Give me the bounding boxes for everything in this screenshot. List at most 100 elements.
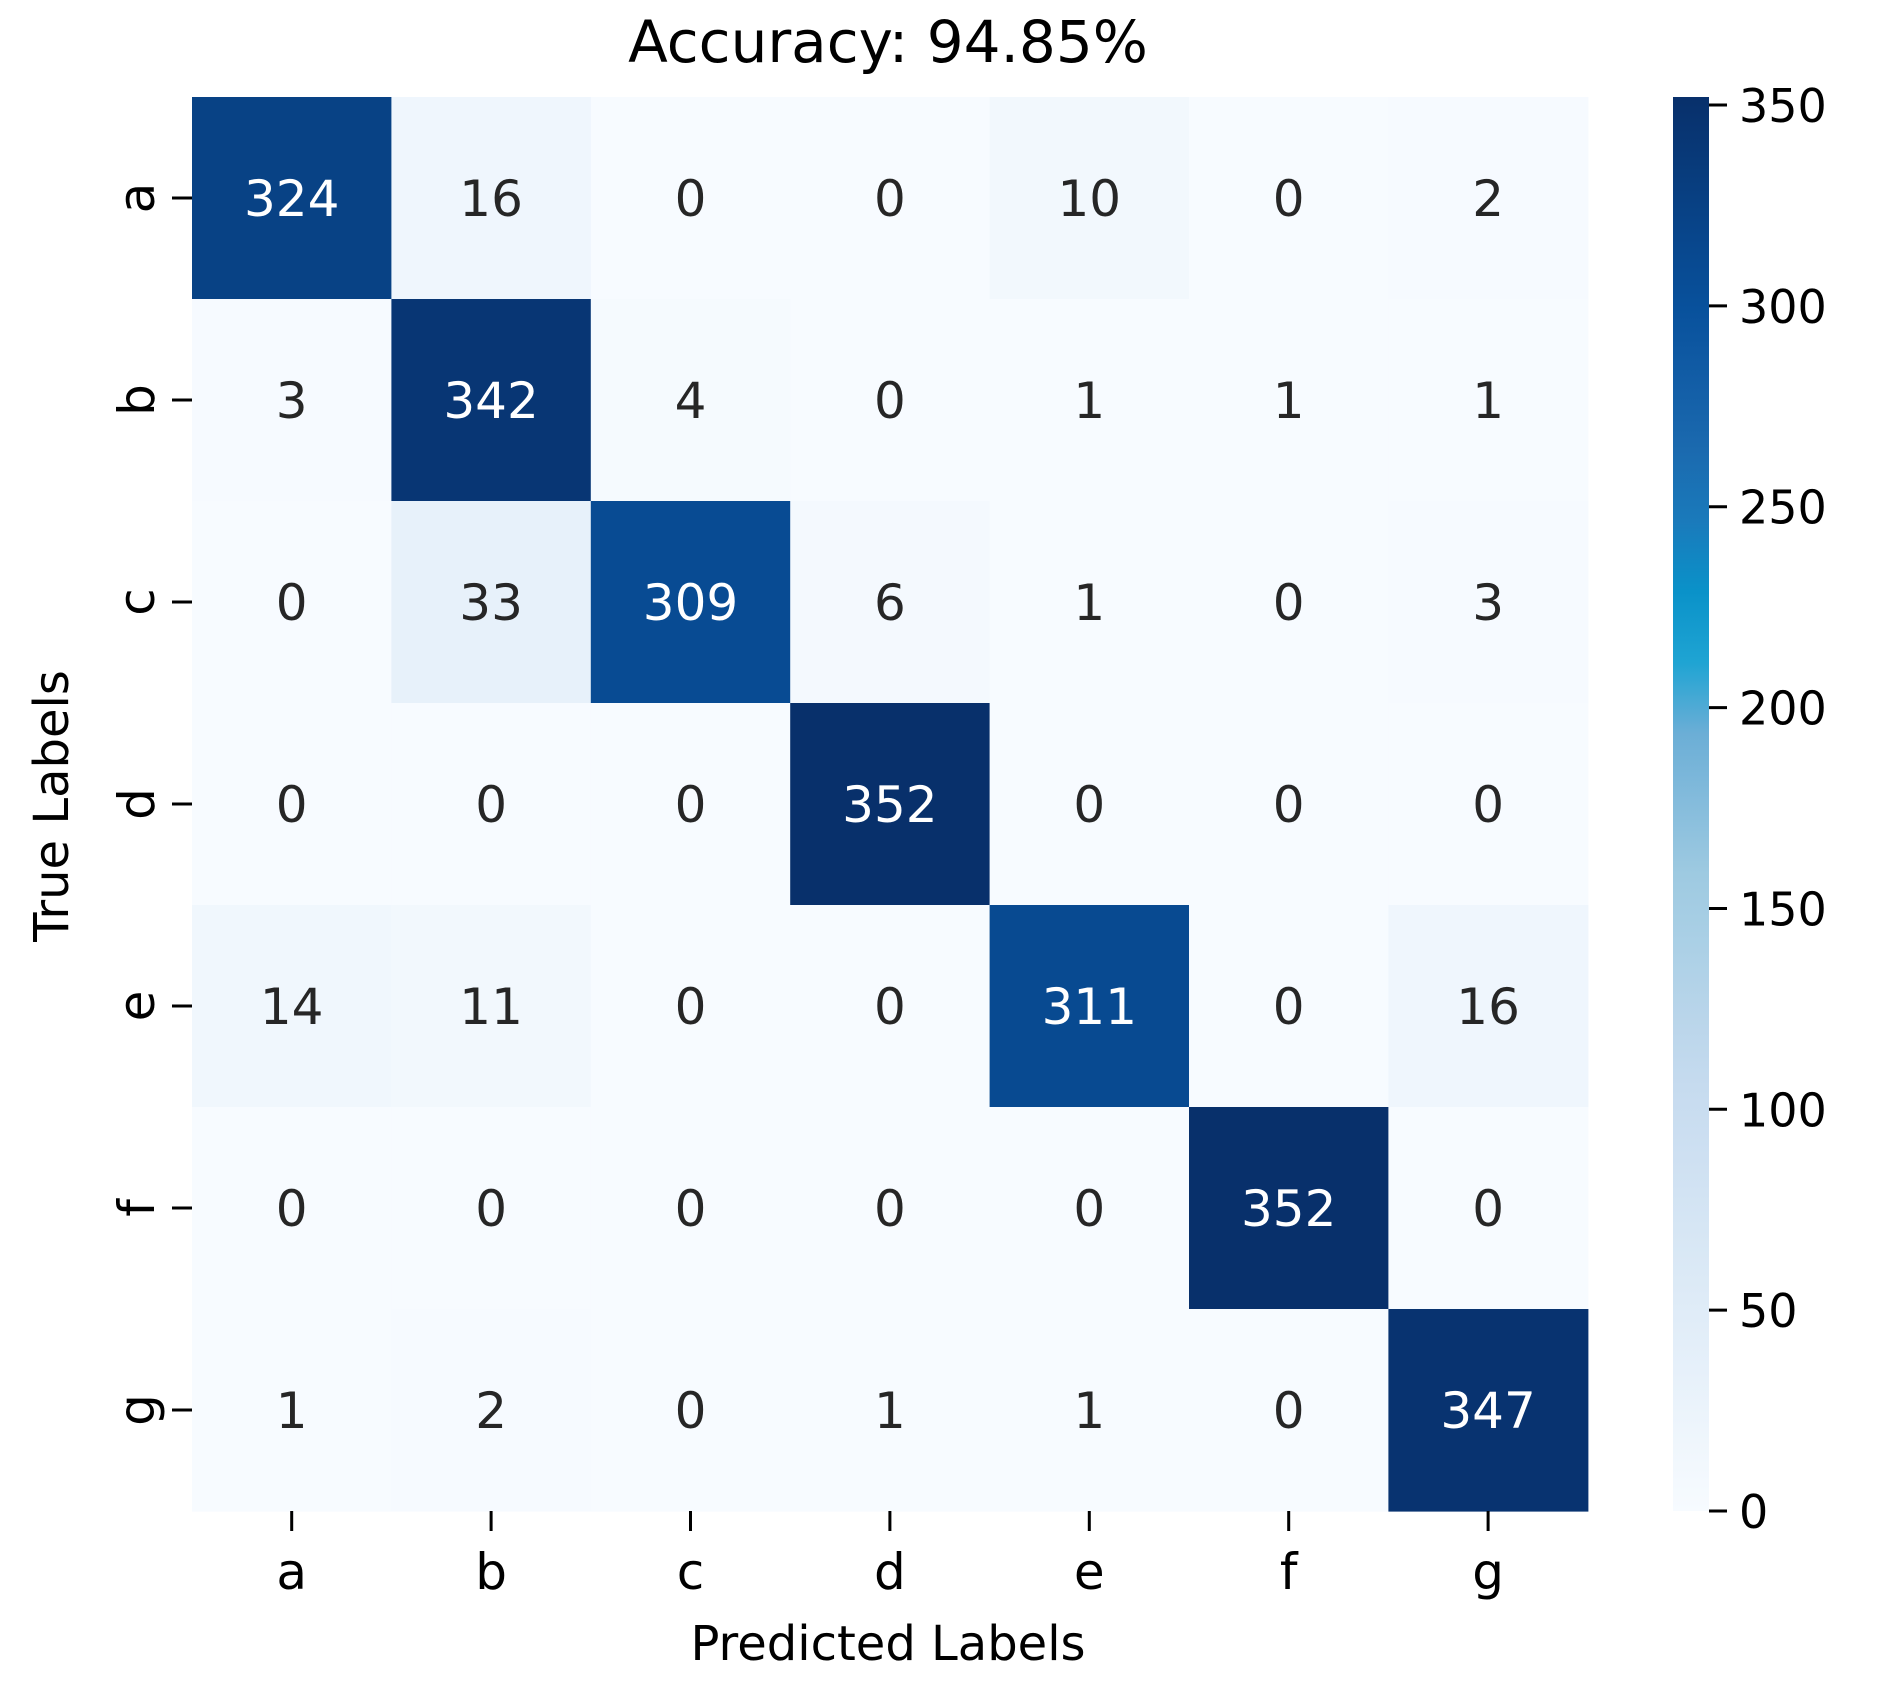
heatmap-cell bbox=[790, 97, 991, 300]
heatmap-cell bbox=[590, 501, 791, 704]
heatmap-cell bbox=[391, 299, 592, 502]
cell-value-label: 0 bbox=[1073, 1180, 1105, 1238]
cell-value-label: 311 bbox=[1042, 978, 1137, 1036]
heatmap-cell bbox=[790, 1107, 991, 1310]
cell-value-label: 0 bbox=[1273, 776, 1305, 834]
cell-value-label: 3 bbox=[276, 372, 308, 430]
y-axis-ticks: a b c d e f g bbox=[108, 183, 192, 1426]
heatmap-cell bbox=[989, 703, 1190, 906]
heatmap-cell bbox=[790, 703, 991, 906]
cell-value-label: 347 bbox=[1440, 1382, 1535, 1440]
heatmap-cell bbox=[192, 703, 392, 906]
x-tick-label: f bbox=[1280, 1543, 1299, 1601]
cell-value-label: 1 bbox=[1073, 1382, 1105, 1440]
x-tick-label: c bbox=[677, 1543, 705, 1601]
y-tick-label: b bbox=[108, 384, 166, 416]
heatmap-cell bbox=[192, 501, 392, 704]
cell-value-label: 0 bbox=[675, 776, 707, 834]
cell-value-label: 0 bbox=[1073, 776, 1105, 834]
cell-value-label: 2 bbox=[1472, 170, 1504, 228]
heatmap-cell bbox=[192, 1309, 392, 1512]
heatmap-cell bbox=[590, 97, 791, 300]
y-tick-label: a bbox=[108, 183, 166, 214]
heatmap-cell bbox=[1189, 703, 1389, 906]
cell-value-label: 0 bbox=[874, 978, 906, 1036]
colorbar-tick-label: 350 bbox=[1739, 79, 1827, 133]
heatmap-cell bbox=[989, 1309, 1190, 1512]
y-tick-label: d bbox=[108, 788, 166, 820]
y-tick-label: c bbox=[108, 588, 166, 616]
cell-value-label: 0 bbox=[675, 170, 707, 228]
heatmap-cell bbox=[1388, 1309, 1589, 1512]
cell-value-label: 14 bbox=[260, 978, 324, 1036]
heatmap-cell-labels: 324 16 0 0 10 0 23 342 4 0 1 1 10 33 309 6 1 0 30 0 0 352 0 0 01… bbox=[244, 170, 1536, 1440]
colorbar-tick-label: 250 bbox=[1739, 481, 1827, 535]
heatmap-cell bbox=[989, 501, 1190, 704]
heatmap-cell bbox=[1388, 905, 1589, 1108]
colorbar-ticks: 0 50 100 150 200 250 300 350 bbox=[1709, 79, 1827, 1539]
heatmap-cell bbox=[1388, 97, 1589, 300]
heatmap-cell bbox=[391, 97, 592, 300]
x-axis-ticks: a b c d e f g bbox=[276, 1511, 1504, 1601]
cell-value-label: 0 bbox=[1472, 776, 1504, 834]
heatmap-cell bbox=[1388, 1107, 1589, 1310]
x-tick-label: e bbox=[1074, 1543, 1105, 1601]
cell-value-label: 3 bbox=[1472, 574, 1504, 632]
cell-value-label: 0 bbox=[1472, 1180, 1504, 1238]
heatmap-cell bbox=[790, 299, 991, 502]
cell-value-label: 0 bbox=[874, 170, 906, 228]
cell-value-label: 33 bbox=[459, 574, 523, 632]
heatmap-cell bbox=[590, 1309, 791, 1512]
y-tick-label: f bbox=[108, 1198, 166, 1217]
x-axis-title: Predicted Labels bbox=[690, 1616, 1085, 1672]
cell-value-label: 352 bbox=[1241, 1180, 1336, 1238]
heatmap-cell bbox=[989, 97, 1190, 300]
cell-value-label: 1 bbox=[1073, 372, 1105, 430]
cell-value-label: 16 bbox=[459, 170, 523, 228]
heatmap-cell bbox=[790, 501, 991, 704]
cell-value-label: 16 bbox=[1456, 978, 1520, 1036]
heatmap-cell bbox=[1189, 905, 1389, 1108]
heatmap-cell bbox=[192, 905, 392, 1108]
heatmap-cell bbox=[989, 905, 1190, 1108]
heatmap-cell bbox=[1388, 501, 1589, 704]
heatmap-cell bbox=[790, 905, 991, 1108]
heatmap-cell bbox=[989, 299, 1190, 502]
x-tick-label: g bbox=[1472, 1543, 1504, 1601]
cell-value-label: 0 bbox=[675, 1180, 707, 1238]
heatmap-cell bbox=[790, 1309, 991, 1512]
colorbar-tick-label: 150 bbox=[1739, 882, 1827, 936]
heatmap-cells bbox=[192, 97, 1589, 1512]
heatmap-cell bbox=[590, 1107, 791, 1310]
x-tick-label: d bbox=[874, 1543, 906, 1601]
heatmap-cell bbox=[391, 905, 592, 1108]
heatmap-cell bbox=[391, 501, 592, 704]
cell-value-label: 309 bbox=[643, 574, 738, 632]
heatmap-cell bbox=[1189, 1107, 1389, 1310]
cell-value-label: 0 bbox=[1273, 978, 1305, 1036]
heatmap-cell bbox=[192, 97, 392, 300]
heatmap-cell bbox=[1189, 1309, 1389, 1512]
cell-value-label: 4 bbox=[675, 372, 707, 430]
heatmap-cell bbox=[1189, 299, 1389, 502]
cell-value-label: 1 bbox=[276, 1382, 308, 1440]
cell-value-label: 0 bbox=[276, 1180, 308, 1238]
cell-value-label: 11 bbox=[459, 978, 523, 1036]
cell-value-label: 324 bbox=[244, 170, 339, 228]
heatmap-cell bbox=[590, 703, 791, 906]
cell-value-label: 0 bbox=[675, 1382, 707, 1440]
cell-value-label: 0 bbox=[276, 776, 308, 834]
chart-title: Accuracy: 94.85% bbox=[628, 8, 1148, 76]
colorbar-tick-label: 50 bbox=[1739, 1284, 1798, 1338]
cell-value-label: 0 bbox=[475, 776, 507, 834]
cell-value-label: 1 bbox=[1472, 372, 1504, 430]
cell-value-label: 6 bbox=[874, 574, 906, 632]
heatmap-cell bbox=[590, 299, 791, 502]
heatmap-cell bbox=[391, 1107, 592, 1310]
cell-value-label: 1 bbox=[874, 1382, 906, 1440]
cell-value-label: 0 bbox=[475, 1180, 507, 1238]
cell-value-label: 1 bbox=[1273, 372, 1305, 430]
cell-value-label: 352 bbox=[842, 776, 937, 834]
cell-value-label: 0 bbox=[1273, 1382, 1305, 1440]
